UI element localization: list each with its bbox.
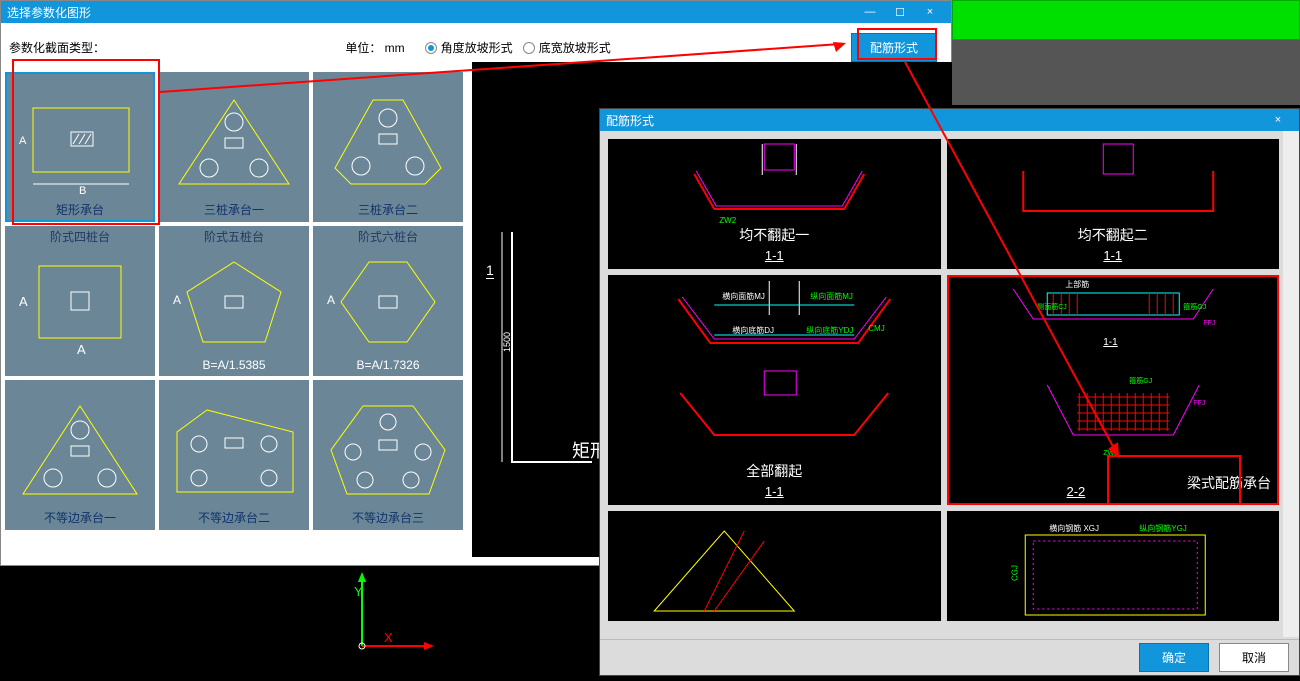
tile-3pile-2[interactable]: 三桩承台二: [313, 72, 463, 222]
section-type-label: 参数化截面类型：: [9, 39, 105, 56]
svg-text:A: A: [327, 293, 335, 307]
tile-step-5pile[interactable]: 阶式五桩台 A B=A/1.5385: [159, 226, 309, 376]
svg-text:横向底筋DJ: 横向底筋DJ: [732, 325, 774, 335]
tile-step-6pile[interactable]: 阶式六桩台 A B=A/1.7326: [313, 226, 463, 376]
svg-text:CGJ: CGJ: [1010, 565, 1019, 581]
tile-rect-cap[interactable]: B A 矩形承台: [5, 72, 155, 222]
svg-text:1-1: 1-1: [1103, 337, 1118, 348]
tile-label: 阶式六桩台: [313, 228, 463, 245]
svg-text:侧面筋CJ: 侧面筋CJ: [1037, 302, 1067, 311]
rtile-sec: 1-1: [608, 248, 941, 263]
tile-label: 不等边承台二: [159, 509, 309, 526]
rtile-sec: 2-2: [1067, 484, 1086, 499]
rtile-all-flip[interactable]: 横向面筋MJ 纵向面筋MJ 横向底筋DJ 纵向底筋YDJ CMJ 全部翻起 1-…: [608, 275, 941, 505]
svg-text:上部筋: 上部筋: [1065, 279, 1089, 289]
top-right-panel: [952, 0, 1300, 105]
tile-unequal-2[interactable]: 不等边承台二: [159, 380, 309, 530]
svg-text:FFJ: FFJ: [1193, 400, 1205, 407]
rtile-sec: 1-1: [947, 248, 1280, 263]
tile-label: 阶式五桩台: [159, 228, 309, 245]
svg-text:横向钢筋 XGJ: 横向钢筋 XGJ: [1049, 523, 1099, 533]
tile-label: 不等边承台三: [313, 509, 463, 526]
rtile-label: 均不翻起二: [947, 225, 1280, 245]
svg-text:Y: Y: [354, 584, 363, 599]
ok-button[interactable]: 确定: [1139, 643, 1209, 672]
rtile-extra-1[interactable]: [608, 511, 941, 621]
main-title: 选择参数化图形: [7, 4, 855, 21]
tile-sub: B=A/1.5385: [159, 358, 309, 372]
top-dark-bar: [952, 40, 1300, 105]
dim-1: 1: [486, 262, 494, 279]
tile-label: 三桩承台一: [159, 201, 309, 218]
svg-text:箍筋GJ: 箍筋GJ: [1183, 302, 1206, 311]
rebar-footer: 确定 取消: [600, 639, 1299, 675]
top-green-bar: [952, 0, 1300, 40]
svg-text:ZW2: ZW2: [719, 216, 736, 225]
rebar-close-button[interactable]: ×: [1263, 114, 1293, 126]
svg-text:纵向底筋YDJ: 纵向底筋YDJ: [806, 325, 853, 335]
maximize-button[interactable]: ☐: [885, 6, 915, 19]
svg-text:CMJ: CMJ: [868, 324, 884, 333]
tile-3pile-1[interactable]: 三桩承台一: [159, 72, 309, 222]
tile-step-4pile[interactable]: 阶式四桩台 A A: [5, 226, 155, 376]
svg-text:A: A: [77, 342, 86, 357]
svg-text:A: A: [19, 294, 28, 309]
rebar-scrollbar[interactable]: [1283, 131, 1299, 637]
tile-sub: B=A/1.7326: [313, 358, 463, 372]
tile-label: 矩形承台: [5, 201, 155, 218]
tile-unequal-1[interactable]: 不等边承台一: [5, 380, 155, 530]
svg-text:纵向面筋MJ: 纵向面筋MJ: [810, 291, 853, 301]
tile-unequal-3[interactable]: 不等边承台三: [313, 380, 463, 530]
rtile-beam-rebar[interactable]: 上部筋 侧面筋CJ 箍筋GJ FFJ 1-1 箍筋GJ FFJ ZW2 梁式配筋…: [947, 275, 1280, 505]
svg-text:A: A: [173, 293, 181, 307]
rtile-label: 梁式配筋承台: [1187, 473, 1271, 493]
svg-text:1500: 1500: [502, 332, 512, 352]
svg-text:A: A: [19, 135, 27, 147]
radio-bottom-slope-label: 底宽放坡形式: [539, 39, 611, 56]
rtile-no-flip-2[interactable]: 均不翻起二 1-1: [947, 139, 1280, 269]
svg-text:X: X: [384, 630, 393, 645]
rebar-title: 配筋形式: [606, 112, 1263, 129]
radio-angle-slope-label: 角度放坡形式: [441, 39, 513, 56]
radio-angle-slope[interactable]: [425, 42, 437, 54]
rtile-sec: 1-1: [608, 484, 941, 499]
svg-text:ZW2: ZW2: [1103, 450, 1118, 457]
rebar-form-button[interactable]: 配筋形式: [851, 33, 937, 62]
tile-label: 阶式四桩台: [5, 228, 155, 245]
minimize-button[interactable]: —: [855, 6, 885, 19]
rebar-body: ZW2 均不翻起一 1-1 均不翻起二 1-1: [604, 135, 1283, 637]
tile-label: 三桩承台二: [313, 201, 463, 218]
svg-text:箍筋GJ: 箍筋GJ: [1129, 376, 1152, 385]
close-button[interactable]: ×: [915, 6, 945, 19]
svg-text:纵向钢筋YGJ: 纵向钢筋YGJ: [1139, 523, 1187, 533]
main-titlebar: 选择参数化图形 — ☐ ×: [1, 1, 951, 23]
svg-text:FFJ: FFJ: [1203, 320, 1215, 327]
rtile-extra-2[interactable]: 横向钢筋 XGJ 纵向钢筋YGJ CGJ: [947, 511, 1280, 621]
rtile-label: 全部翻起: [608, 461, 941, 481]
svg-text:B: B: [79, 185, 86, 197]
rtile-label: 均不翻起一: [608, 225, 941, 245]
radio-bottom-slope[interactable]: [523, 42, 535, 54]
cancel-button[interactable]: 取消: [1219, 643, 1289, 672]
rebar-window: 配筋形式 × ZW2 均不翻起一 1-1: [599, 108, 1300, 676]
rtile-no-flip-1[interactable]: ZW2 均不翻起一 1-1: [608, 139, 941, 269]
svg-text:横向面筋MJ: 横向面筋MJ: [722, 291, 765, 301]
unit-label: 单位： mm: [345, 39, 404, 56]
rebar-titlebar: 配筋形式 ×: [600, 109, 1299, 131]
tile-label: 不等边承台一: [5, 509, 155, 526]
